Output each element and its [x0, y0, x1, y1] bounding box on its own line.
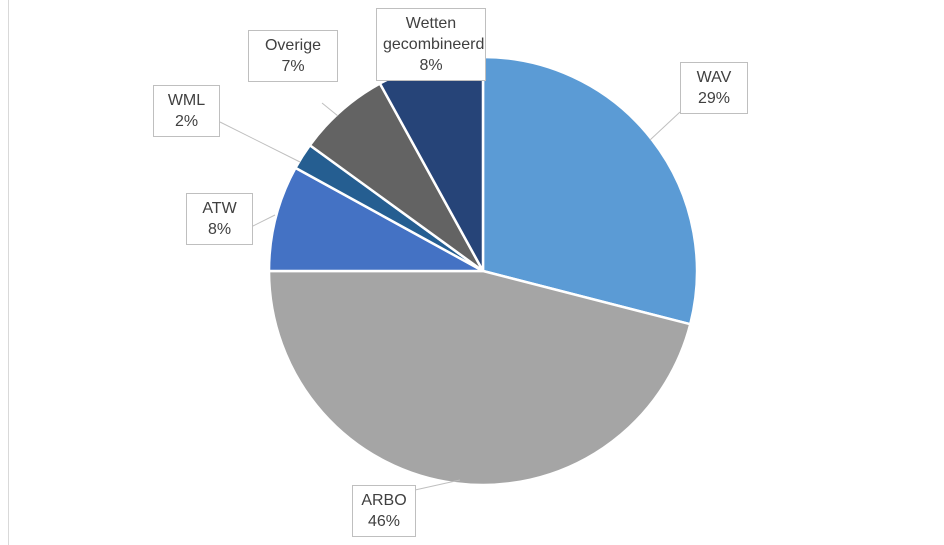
label-category: Overige	[264, 37, 322, 54]
leader-line	[649, 111, 681, 141]
data-label: ATW 8%	[186, 193, 253, 245]
leader-line	[219, 121, 301, 163]
label-value: 2%	[174, 113, 199, 130]
label-value: 8%	[419, 57, 443, 74]
data-label: WML 2%	[153, 85, 220, 137]
data-label: Wetten gecombineerd 8%	[376, 8, 486, 81]
label-category: WML	[167, 92, 206, 109]
leader-line	[321, 102, 339, 117]
label-category: ARBO	[361, 492, 407, 509]
label-value: 29%	[697, 90, 731, 107]
leader-line	[252, 214, 276, 227]
label-category: WAV	[696, 69, 732, 86]
label-category: Wetten gecombineerd	[383, 15, 485, 53]
label-value: 46%	[367, 513, 401, 530]
label-value: 8%	[207, 221, 232, 238]
pie-slice	[267, 166, 484, 273]
data-label: WAV 29%	[680, 62, 748, 114]
leader-line	[414, 479, 461, 491]
data-label: Overige 7%	[248, 30, 338, 82]
label-value: 7%	[281, 58, 305, 75]
data-label: ARBO 46%	[352, 485, 416, 537]
label-category: ATW	[202, 200, 237, 217]
pie-slice	[267, 269, 692, 487]
pie-slice	[481, 55, 699, 326]
